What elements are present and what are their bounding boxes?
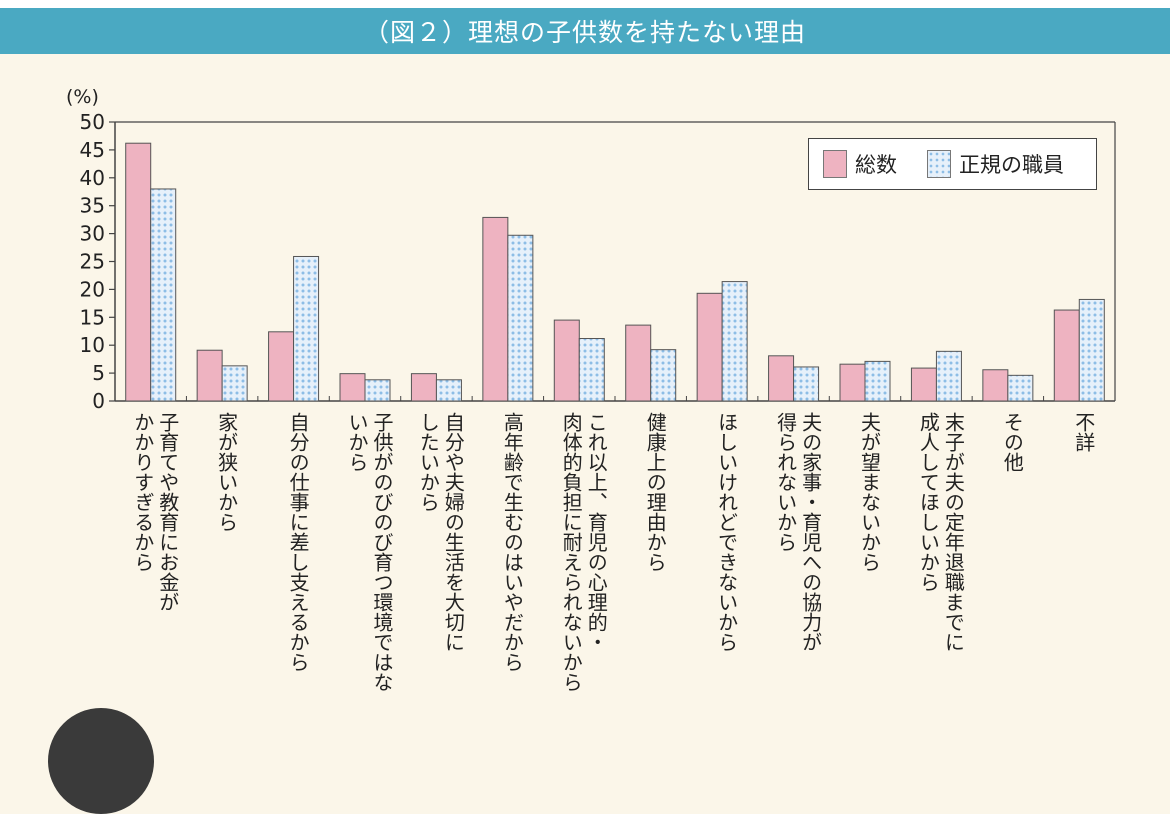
bar-total <box>125 142 152 402</box>
chart-title: （図２）理想の子供数を持たない理由 <box>363 18 806 47</box>
x-tick-label: 夫が望まないから <box>857 412 882 572</box>
bar-total <box>696 292 723 402</box>
legend-swatch-total <box>823 150 847 178</box>
x-tick-label: 子育てや教育にお金が <box>155 412 180 612</box>
corner-badge <box>48 708 154 814</box>
x-tick-label: 成人してほしいから <box>916 412 941 592</box>
bar-regular-staff <box>578 338 605 402</box>
y-tick-label: 25 <box>80 250 105 274</box>
y-axis-unit-label: (%) <box>66 86 99 108</box>
bar-regular-staff <box>721 281 748 402</box>
bar-regular-staff <box>1078 298 1105 402</box>
bar-total <box>553 319 580 402</box>
x-tick-label: 末子が夫の定年退職までに <box>941 412 966 652</box>
x-tick-label: 子供がのびのび育つ環境ではな <box>370 412 394 692</box>
bar-regular-staff <box>364 379 391 402</box>
bar-regular-staff <box>293 255 320 402</box>
bar-regular-staff <box>793 366 820 402</box>
bar-total <box>482 216 509 402</box>
legend-swatch-regular <box>927 150 951 178</box>
bar-regular-staff <box>650 349 677 402</box>
x-tick-label: 不詳 <box>1071 412 1096 452</box>
y-tick-label: 5 <box>92 361 105 385</box>
bar-total <box>839 363 866 402</box>
x-tick-label: いから <box>345 412 369 472</box>
x-tick-label: 自分の仕事に差し支えるから <box>286 412 311 672</box>
y-tick-label: 45 <box>80 138 105 162</box>
x-tick-label: したいから <box>416 412 441 512</box>
legend: 総数 正規の職員 <box>808 138 1097 190</box>
bar-regular-staff <box>1007 374 1034 402</box>
x-tick-label: 得られないから <box>773 412 798 552</box>
y-tick-label: 35 <box>80 194 105 218</box>
bar-total <box>982 369 1009 402</box>
x-tick-label: 自分や夫婦の生活を大切に <box>441 412 466 652</box>
bar-regular-staff <box>435 379 462 402</box>
y-tick-label: 10 <box>80 333 105 357</box>
bar-regular-staff <box>935 350 962 402</box>
x-tick-label: 夫の家事・育児への協力が <box>798 412 823 652</box>
x-tick-label: その他 <box>1000 412 1025 472</box>
y-tick-label: 20 <box>80 277 105 301</box>
x-tick-label: 肉体的負担に耐えられないから <box>559 412 584 692</box>
bar-total <box>1053 309 1080 402</box>
top-strip <box>0 0 1170 8</box>
x-tick-label: 健康上の理由から <box>643 412 668 572</box>
legend-label-total: 総数 <box>855 153 897 177</box>
x-tick-label: 家が狭いから <box>214 412 239 532</box>
bar-total <box>910 367 937 402</box>
legend-label-regular: 正規の職員 <box>959 153 1064 177</box>
x-tick-label: ほしいけれどできないから <box>714 412 739 652</box>
y-tick-label: 15 <box>80 305 105 329</box>
y-tick-label: 40 <box>80 166 105 190</box>
bar-total <box>196 349 223 402</box>
y-tick-label: 50 <box>80 110 105 134</box>
bar-regular-staff <box>507 234 534 402</box>
bar-total <box>268 331 295 402</box>
x-tick-label: かかりすぎるから <box>130 412 155 572</box>
bar-regular-staff <box>864 360 891 402</box>
bar-chart: (%) 0 5 10 15 20 25 30 35 40 45 50 <box>66 86 1116 413</box>
chart-title-bar: （図２）理想の子供数を持たない理由 <box>0 8 1170 54</box>
y-tick-label: 30 <box>80 222 105 246</box>
x-tick-label: 高年齢で生むのはいやだから <box>500 412 525 672</box>
x-tick-label: これ以上、育児の心理的・ <box>584 412 609 652</box>
bar-regular-staff <box>221 365 248 402</box>
bar-total <box>339 373 366 402</box>
bar-total <box>410 373 437 402</box>
bar-total <box>768 355 795 402</box>
y-tick-label: 0 <box>92 389 105 413</box>
bar-regular-staff <box>150 188 177 402</box>
bar-total <box>625 324 652 402</box>
